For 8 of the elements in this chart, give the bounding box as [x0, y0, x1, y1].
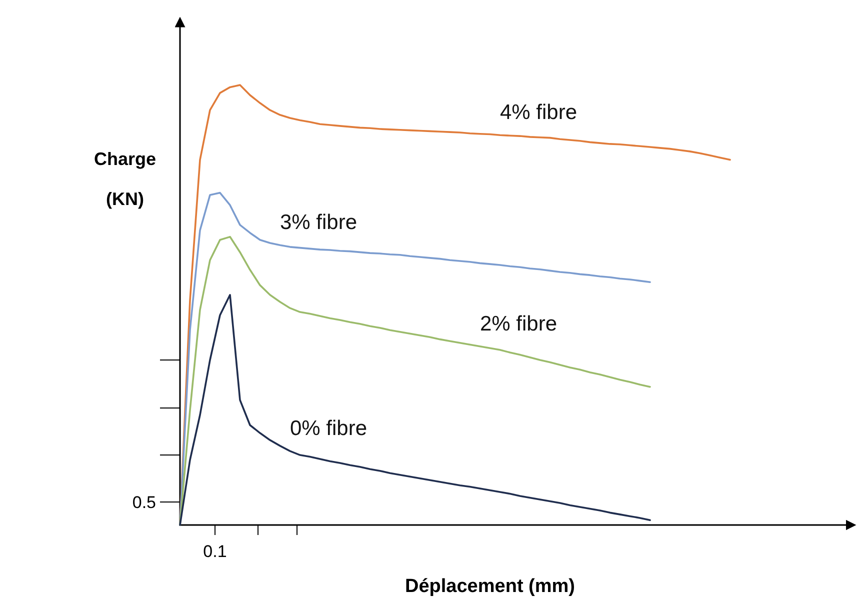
- text: 0.5: [132, 493, 156, 512]
- series-label: 4% fibre: [500, 101, 578, 124]
- text: 0.1: [203, 542, 227, 561]
- x-axis-title: Déplacement (mm): [405, 576, 575, 597]
- series-label: 3% fibre: [280, 211, 358, 234]
- y-axis-title: Charge (KN): [94, 149, 156, 209]
- series-label: 0% fibre: [290, 417, 368, 440]
- series-label: 2% fibre: [480, 312, 558, 336]
